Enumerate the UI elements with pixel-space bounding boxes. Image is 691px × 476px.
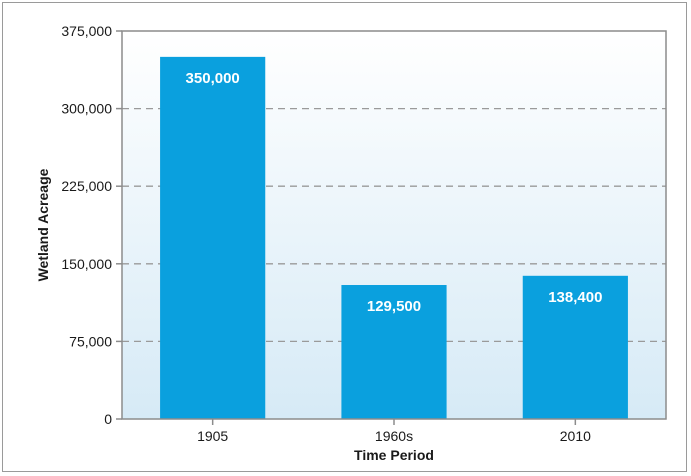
x-tick-label: 1905 xyxy=(197,428,228,444)
bar-value-label: 350,000 xyxy=(186,70,240,87)
bar xyxy=(160,56,266,419)
y-tick-label: 75,000 xyxy=(69,333,112,349)
y-axis-label: Wetland Acreage xyxy=(35,168,51,281)
y-tick-label: 225,000 xyxy=(61,178,112,194)
bar-value-label: 138,400 xyxy=(548,289,602,306)
bars: 350,000 129,500 138,400 xyxy=(160,56,628,419)
y-tick-label: 150,000 xyxy=(61,256,112,272)
y-tick-label: 0 xyxy=(104,411,112,427)
y-axis-ticks: 0 75,000 150,000 225,000 300,000 375,000 xyxy=(61,23,122,427)
y-tick-label: 300,000 xyxy=(61,101,112,117)
y-tick-label: 375,000 xyxy=(61,23,112,39)
bar xyxy=(522,275,628,419)
bar-value-label: 129,500 xyxy=(367,298,421,315)
x-axis-ticks: 1905 1960s 2010 xyxy=(197,419,591,444)
bar xyxy=(341,285,447,419)
x-tick-label: 1960s xyxy=(375,428,413,444)
x-tick-label: 2010 xyxy=(560,428,591,444)
x-axis-label: Time Period xyxy=(354,447,434,463)
